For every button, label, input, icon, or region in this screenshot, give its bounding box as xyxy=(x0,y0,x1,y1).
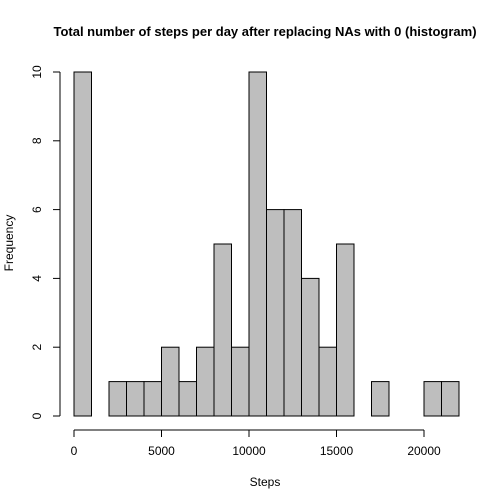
histogram-bar xyxy=(108,381,127,417)
histogram-bar xyxy=(178,381,197,417)
histogram-bar xyxy=(318,346,337,417)
bars-group xyxy=(73,71,460,417)
histogram-bar xyxy=(441,381,460,417)
histogram-bar xyxy=(213,243,232,417)
y-tick-label: 10 xyxy=(30,65,44,79)
histogram-bar xyxy=(266,209,285,417)
x-tick-label: 20000 xyxy=(407,444,441,458)
x-axis: 0 5000 10000 15000 20000 xyxy=(71,429,441,458)
y-tick-label: 0 xyxy=(30,412,44,419)
x-tick-label: 5000 xyxy=(148,444,175,458)
histogram-bar xyxy=(283,209,302,417)
y-tick-label: 4 xyxy=(30,275,44,282)
histogram-bar xyxy=(371,381,390,417)
y-tick-label: 6 xyxy=(30,206,44,213)
x-tick-label: 0 xyxy=(71,444,78,458)
histogram-bar xyxy=(248,71,267,417)
y-tick-label: 2 xyxy=(30,344,44,351)
histogram-bar xyxy=(161,346,180,417)
chart-title: Total number of steps per day after repl… xyxy=(53,24,476,39)
histogram-bar xyxy=(143,381,162,417)
y-axis-label: Frequency xyxy=(2,215,16,272)
x-tick-label: 10000 xyxy=(232,444,266,458)
histogram-bar xyxy=(301,277,320,417)
histogram-bar xyxy=(231,346,250,417)
histogram-bar xyxy=(73,71,92,417)
y-axis: 0 2 4 6 8 10 xyxy=(30,65,61,419)
histogram-bar xyxy=(423,381,442,417)
histogram-bar xyxy=(336,243,355,417)
x-axis-label: Steps xyxy=(250,475,281,489)
histogram-bar xyxy=(126,381,145,417)
y-tick-label: 8 xyxy=(30,137,44,144)
histogram-bar xyxy=(196,346,215,417)
x-tick-label: 15000 xyxy=(320,444,354,458)
